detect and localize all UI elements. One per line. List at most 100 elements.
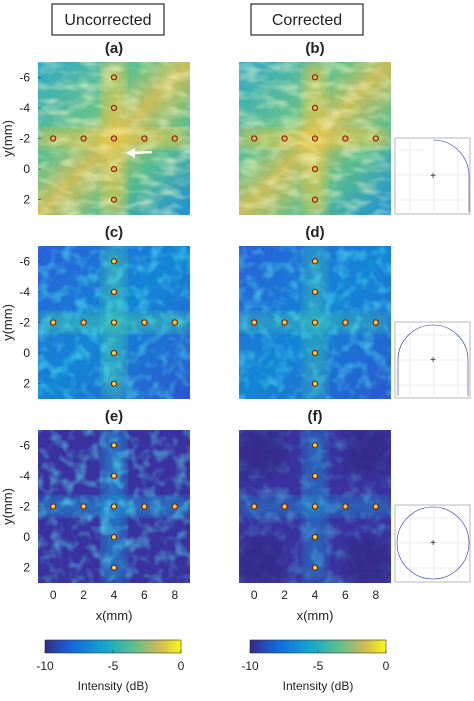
focus-point [110,196,118,203]
x-axis-label: x(mm) [96,608,133,623]
focus-point [251,503,258,510]
svg-text:+: + [430,538,436,549]
focus-point [80,319,87,326]
focus-point [110,74,118,81]
y-tick-label: -2 [19,132,30,146]
y-tick-label: -4 [19,469,30,483]
focus-point [311,166,319,173]
dark-corner [239,430,284,475]
y-axis-label: y(mm) [0,120,15,157]
focus-point [141,319,148,326]
panel-label: (d) [305,224,324,241]
y-tick-label: 0 [23,346,30,360]
focus-point [171,319,178,326]
y-tick-label: -4 [19,285,30,299]
focus-point [311,350,319,357]
x-tick-label: 4 [312,588,319,602]
focus-point [50,319,57,326]
focus-point [110,166,118,173]
column-header: Uncorrected [64,12,151,29]
focus-point [311,534,319,541]
focus-point [110,288,118,295]
dark-corner [346,430,391,475]
x-tick-label: 2 [281,588,288,602]
focus-point [311,564,319,571]
y-tick-label: 2 [23,377,30,391]
heatmap [239,246,391,399]
colorbar-tick-label: -10 [36,659,54,673]
heatmap [38,246,190,399]
focus-point [251,135,258,142]
x-tick-label: 6 [141,588,148,602]
focus-point [171,135,178,142]
svg-text:+: + [430,171,436,182]
focus-point [311,258,319,265]
arrow-head [126,148,135,158]
focus-point [110,442,118,449]
panel-label: (c) [105,224,123,241]
colorbar-tick-label: 0 [178,659,185,673]
focus-point [342,503,349,510]
svg-text:+: + [430,355,436,366]
focus-point [251,319,258,326]
focus-point [80,135,87,142]
dark-corner [239,538,284,583]
y-tick-label: 0 [23,162,30,176]
focus-point [141,135,148,142]
focus-point [311,196,319,203]
focus-point [311,135,319,142]
focus-point [141,503,148,510]
arrow [132,150,153,155]
column-header: Corrected [272,12,342,29]
header-box [51,3,165,36]
y-tick-label: -4 [19,101,30,115]
focus-point [80,503,87,510]
x-tick-label: 6 [342,588,349,602]
x-tick-label: 2 [80,588,87,602]
panel-label: (a) [105,40,123,57]
focus-point [110,350,118,357]
colorbar-tick-label: -5 [108,659,119,673]
colorbar-label: Intensity (dB) [283,679,354,693]
focus-point [372,319,379,326]
inset: + + + [394,137,471,583]
focus-point [171,503,178,510]
focus-point [50,135,57,142]
focus-point [342,319,349,326]
y-tick-label: 0 [23,530,30,544]
y-axis-label: y(mm) [0,304,15,341]
y-tick-label: 2 [23,561,30,575]
x-tick-label: 0 [50,588,57,602]
focus-point [311,74,319,81]
panel-label: (b) [305,40,324,57]
y-tick-label: -2 [19,500,30,514]
focus-point [311,319,319,326]
focus-point [281,503,288,510]
x-tick-label: 8 [372,588,379,602]
colorbar-tick-label: -10 [241,659,259,673]
focus-point [311,380,319,387]
x-tick-label: 0 [251,588,258,602]
focus-point [110,472,118,479]
focus-point [281,135,288,142]
focus-point [50,503,57,510]
y-tick-label: -6 [19,254,30,268]
focus-point [311,442,319,449]
header-box [250,3,364,36]
y-tick-label: 2 [23,193,30,207]
focus-point [311,503,319,510]
focus-point [342,135,349,142]
focus-point [372,135,379,142]
focus-point [311,104,319,112]
dark-corner [346,538,391,583]
y-axis-label: y(mm) [0,488,15,525]
focus-point [311,472,319,479]
y-tick-label: -6 [19,70,30,84]
focus-point [110,380,118,387]
focus-point [110,503,118,510]
x-axis-label: x(mm) [297,608,334,623]
panel-label: (e) [105,408,123,425]
x-tick-label: 4 [111,588,118,602]
